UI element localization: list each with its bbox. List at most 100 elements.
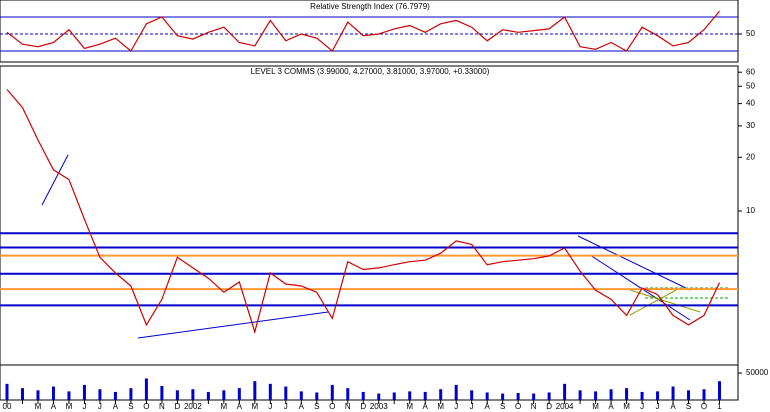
volume-bar — [144, 378, 148, 400]
x-tick-label: D — [546, 402, 552, 411]
y-tick-label: 30 — [746, 121, 755, 130]
x-tick-label: A — [299, 402, 305, 411]
volume-bar — [408, 391, 412, 400]
x-tick-label: O — [515, 402, 521, 411]
volume-bar — [67, 391, 71, 400]
volume-bar — [625, 388, 629, 400]
volume-bar — [470, 390, 474, 400]
x-tick-label: O — [143, 402, 149, 411]
trendline — [41, 154, 69, 206]
x-tick-label: M — [592, 402, 599, 411]
series-line — [6, 89, 721, 335]
x-tick-label: A — [51, 402, 57, 411]
series-line — [6, 10, 720, 52]
volume-bar — [718, 381, 722, 400]
volume-bar — [578, 390, 582, 400]
volume-bar — [160, 386, 164, 400]
volume-bar — [20, 388, 24, 400]
volume-bar — [284, 386, 288, 400]
volume-bar — [237, 388, 241, 400]
rsi-panel — [0, 0, 739, 63]
volume-bar — [516, 393, 520, 400]
y-tick-label: 20 — [746, 152, 755, 161]
x-tick-label: S — [500, 402, 505, 411]
x-tick-label: J — [98, 402, 102, 411]
volume-bar — [253, 381, 257, 400]
volume-bar — [315, 392, 319, 400]
x-tick-label: O — [329, 402, 335, 411]
y-tick-label: 10 — [746, 206, 755, 215]
x-tick-label: D — [360, 402, 366, 411]
volume-panel — [0, 364, 739, 401]
y-tick-label: 50 — [746, 29, 755, 38]
trendlines — [41, 154, 730, 339]
x-tick-label: 2002 — [184, 402, 202, 411]
volume-bar — [175, 390, 179, 400]
volume-bar — [330, 384, 334, 400]
trendline — [137, 311, 329, 339]
x-tick-label: D — [174, 402, 180, 411]
y-tick-label: 50 — [746, 81, 755, 90]
volume-bar — [640, 391, 644, 400]
volume-bar — [423, 391, 427, 400]
volume-bar — [563, 383, 567, 400]
x-tick-label: 2004 — [556, 402, 574, 411]
rsi-title: Relative Strength Index (76.7979) — [310, 2, 430, 11]
volume-bar — [485, 392, 489, 400]
x-tick-label: N — [345, 402, 351, 411]
volume-bar — [439, 389, 443, 400]
volume-bar — [392, 392, 396, 400]
x-tick-label: J — [454, 402, 458, 411]
volume-bar — [129, 388, 133, 400]
trendline — [629, 287, 681, 316]
x-tick-label: S — [314, 402, 319, 411]
price-panel — [0, 65, 739, 366]
volume-bar — [501, 393, 505, 400]
x-tick-label: O — [701, 402, 707, 411]
trendline — [589, 254, 691, 321]
volume-bar — [454, 384, 458, 400]
y-tick-label: 40 — [746, 99, 755, 108]
x-tick-label: M — [406, 402, 413, 411]
y-tick-label: 50000 — [746, 368, 769, 377]
volume-bar — [594, 391, 598, 400]
x-tick-label: A — [670, 402, 676, 411]
x-tick-label: J — [268, 402, 272, 411]
volume-bar — [191, 389, 195, 400]
volume-bar — [206, 391, 210, 400]
volume-bar — [702, 389, 706, 400]
x-tick-label: S — [686, 402, 691, 411]
y-tick-label: 60 — [746, 67, 755, 76]
volume-bar — [51, 386, 55, 400]
x-tick-label: M — [66, 402, 73, 411]
volume-bar — [5, 383, 9, 400]
volume-bar — [346, 388, 350, 400]
x-tick-label: A — [484, 402, 490, 411]
x-tick-label: A — [113, 402, 119, 411]
x-tick-label: S — [128, 402, 133, 411]
x-tick-label: J — [656, 402, 660, 411]
x-tick-label: M — [437, 402, 444, 411]
volume-bar — [268, 383, 272, 400]
x-tick-label: M — [221, 402, 228, 411]
volume-bar — [361, 391, 365, 400]
x-tick-label: 1 — [717, 402, 722, 411]
x-tick-label: A — [237, 402, 243, 411]
volume-bar — [609, 389, 613, 400]
x-tick-label: A — [608, 402, 614, 411]
x-tick-label: 2003 — [370, 402, 388, 411]
x-tick-label: 00 — [3, 402, 12, 411]
volume-bar — [687, 390, 691, 400]
x-tick-label: J — [82, 402, 86, 411]
x-tick-label: M — [35, 402, 42, 411]
trendline — [577, 235, 691, 291]
x-tick-label: N — [159, 402, 165, 411]
volume-bar — [299, 391, 303, 400]
volume-bar — [656, 391, 660, 400]
x-tick-label: J — [470, 402, 474, 411]
volume-bar — [36, 390, 40, 400]
volume-bar — [113, 391, 117, 400]
x-tick-label: M — [251, 402, 258, 411]
volume-bar — [547, 392, 551, 400]
